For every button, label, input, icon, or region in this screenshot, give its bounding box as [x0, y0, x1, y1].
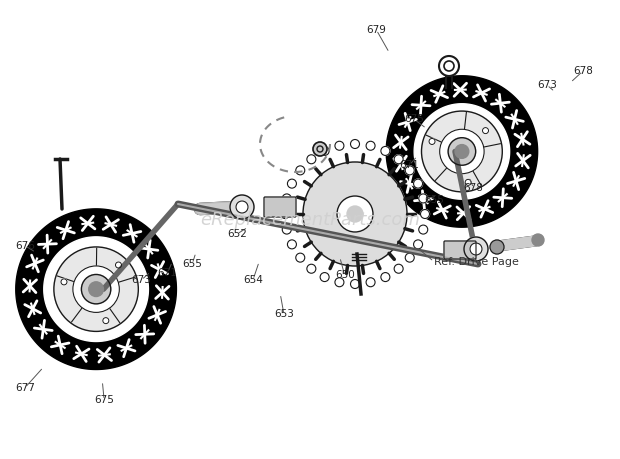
Text: 650: 650	[335, 270, 355, 280]
Circle shape	[381, 273, 390, 281]
Text: 678: 678	[573, 66, 593, 76]
Circle shape	[448, 138, 476, 165]
Text: 676: 676	[15, 241, 35, 251]
Polygon shape	[386, 76, 538, 227]
Circle shape	[418, 194, 428, 203]
Circle shape	[335, 278, 344, 287]
Circle shape	[313, 142, 327, 156]
Circle shape	[236, 201, 248, 213]
Text: 675: 675	[404, 114, 424, 124]
Circle shape	[465, 179, 471, 185]
Circle shape	[405, 253, 414, 262]
Circle shape	[350, 280, 360, 289]
Text: Ref. Drive Page: Ref. Drive Page	[434, 257, 519, 267]
Circle shape	[414, 240, 423, 249]
Circle shape	[482, 128, 489, 134]
Circle shape	[280, 209, 290, 218]
Circle shape	[405, 166, 414, 175]
Circle shape	[347, 206, 363, 222]
Circle shape	[366, 141, 375, 150]
Polygon shape	[414, 104, 510, 199]
Circle shape	[89, 282, 104, 297]
Text: 671: 671	[399, 160, 419, 170]
FancyBboxPatch shape	[264, 197, 296, 217]
Text: 671: 671	[157, 268, 177, 278]
Circle shape	[335, 141, 344, 150]
Text: 654: 654	[243, 275, 263, 285]
Circle shape	[103, 318, 109, 324]
Text: 679: 679	[366, 25, 386, 35]
Circle shape	[394, 155, 403, 164]
Text: eReplacementParts.com: eReplacementParts.com	[200, 211, 420, 230]
Circle shape	[288, 240, 296, 249]
Circle shape	[288, 179, 296, 188]
Circle shape	[440, 129, 484, 174]
Circle shape	[73, 266, 119, 313]
Circle shape	[394, 264, 403, 273]
Circle shape	[414, 179, 423, 188]
Circle shape	[429, 139, 435, 145]
Circle shape	[320, 273, 329, 281]
Polygon shape	[16, 209, 177, 369]
Circle shape	[422, 111, 502, 192]
Circle shape	[350, 140, 360, 149]
Text: 677: 677	[15, 383, 35, 393]
Circle shape	[230, 195, 254, 219]
Text: 673: 673	[537, 80, 557, 90]
Circle shape	[464, 237, 488, 261]
Circle shape	[420, 209, 430, 218]
Text: 673: 673	[131, 275, 151, 285]
Text: 655: 655	[182, 259, 202, 269]
Circle shape	[490, 240, 504, 254]
Circle shape	[115, 262, 122, 268]
Text: 655: 655	[424, 195, 444, 205]
Circle shape	[320, 146, 329, 156]
Circle shape	[418, 225, 428, 234]
Circle shape	[296, 166, 305, 175]
Text: 652: 652	[227, 229, 247, 239]
Text: 653: 653	[274, 309, 294, 319]
Circle shape	[61, 279, 67, 285]
Circle shape	[303, 162, 407, 266]
FancyBboxPatch shape	[444, 241, 476, 259]
Circle shape	[455, 145, 469, 158]
Circle shape	[54, 247, 138, 331]
Circle shape	[81, 274, 111, 304]
Circle shape	[282, 194, 291, 203]
Circle shape	[337, 196, 373, 232]
Circle shape	[307, 155, 316, 164]
Text: 678: 678	[464, 183, 484, 193]
Text: 675: 675	[94, 395, 114, 405]
Circle shape	[470, 243, 482, 255]
Polygon shape	[44, 237, 148, 341]
Circle shape	[296, 253, 305, 262]
Circle shape	[381, 146, 390, 156]
Circle shape	[282, 225, 291, 234]
Circle shape	[532, 234, 544, 246]
Circle shape	[366, 278, 375, 287]
Circle shape	[307, 264, 316, 273]
